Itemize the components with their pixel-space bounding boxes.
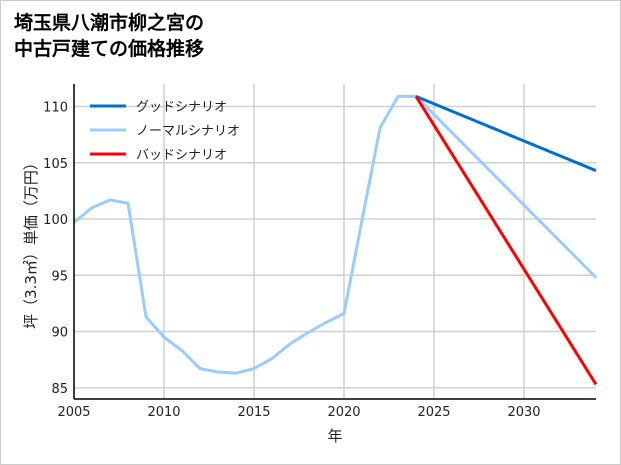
y-tick-label: 85	[51, 382, 68, 397]
y-axis-label: 坪（3.3㎡）単価（万円）	[22, 155, 40, 329]
x-tick-label: 2025	[417, 405, 450, 420]
legend-label: ノーマルシナリオ	[136, 124, 240, 139]
y-tick-label: 100	[43, 213, 68, 228]
y-tick-label: 110	[43, 101, 68, 116]
x-tick-label: 2005	[57, 405, 90, 420]
series-line-2	[414, 95, 598, 386]
legend-label: グッドシナリオ	[136, 100, 227, 115]
x-tick-label: 2010	[147, 405, 180, 420]
x-tick-label: 2030	[507, 405, 540, 420]
x-tick-label: 2020	[327, 405, 360, 420]
legend-label: バッドシナリオ	[136, 148, 227, 163]
x-tick-label: 2015	[237, 405, 270, 420]
x-axis-label: 年	[327, 427, 342, 445]
chart-title-line-1: 埼玉県八潮市柳之宮の	[14, 12, 205, 34]
y-tick-label: 90	[51, 326, 68, 341]
y-tick-label: 105	[43, 157, 68, 172]
chart-title: 埼玉県八潮市柳之宮の 中古戸建ての価格推移	[14, 10, 204, 62]
chart-title-line-2: 中古戸建ての価格推移	[14, 38, 205, 60]
series-line-1	[73, 94, 598, 375]
series-line-0	[415, 94, 597, 173]
y-tick-label: 95	[51, 269, 68, 284]
